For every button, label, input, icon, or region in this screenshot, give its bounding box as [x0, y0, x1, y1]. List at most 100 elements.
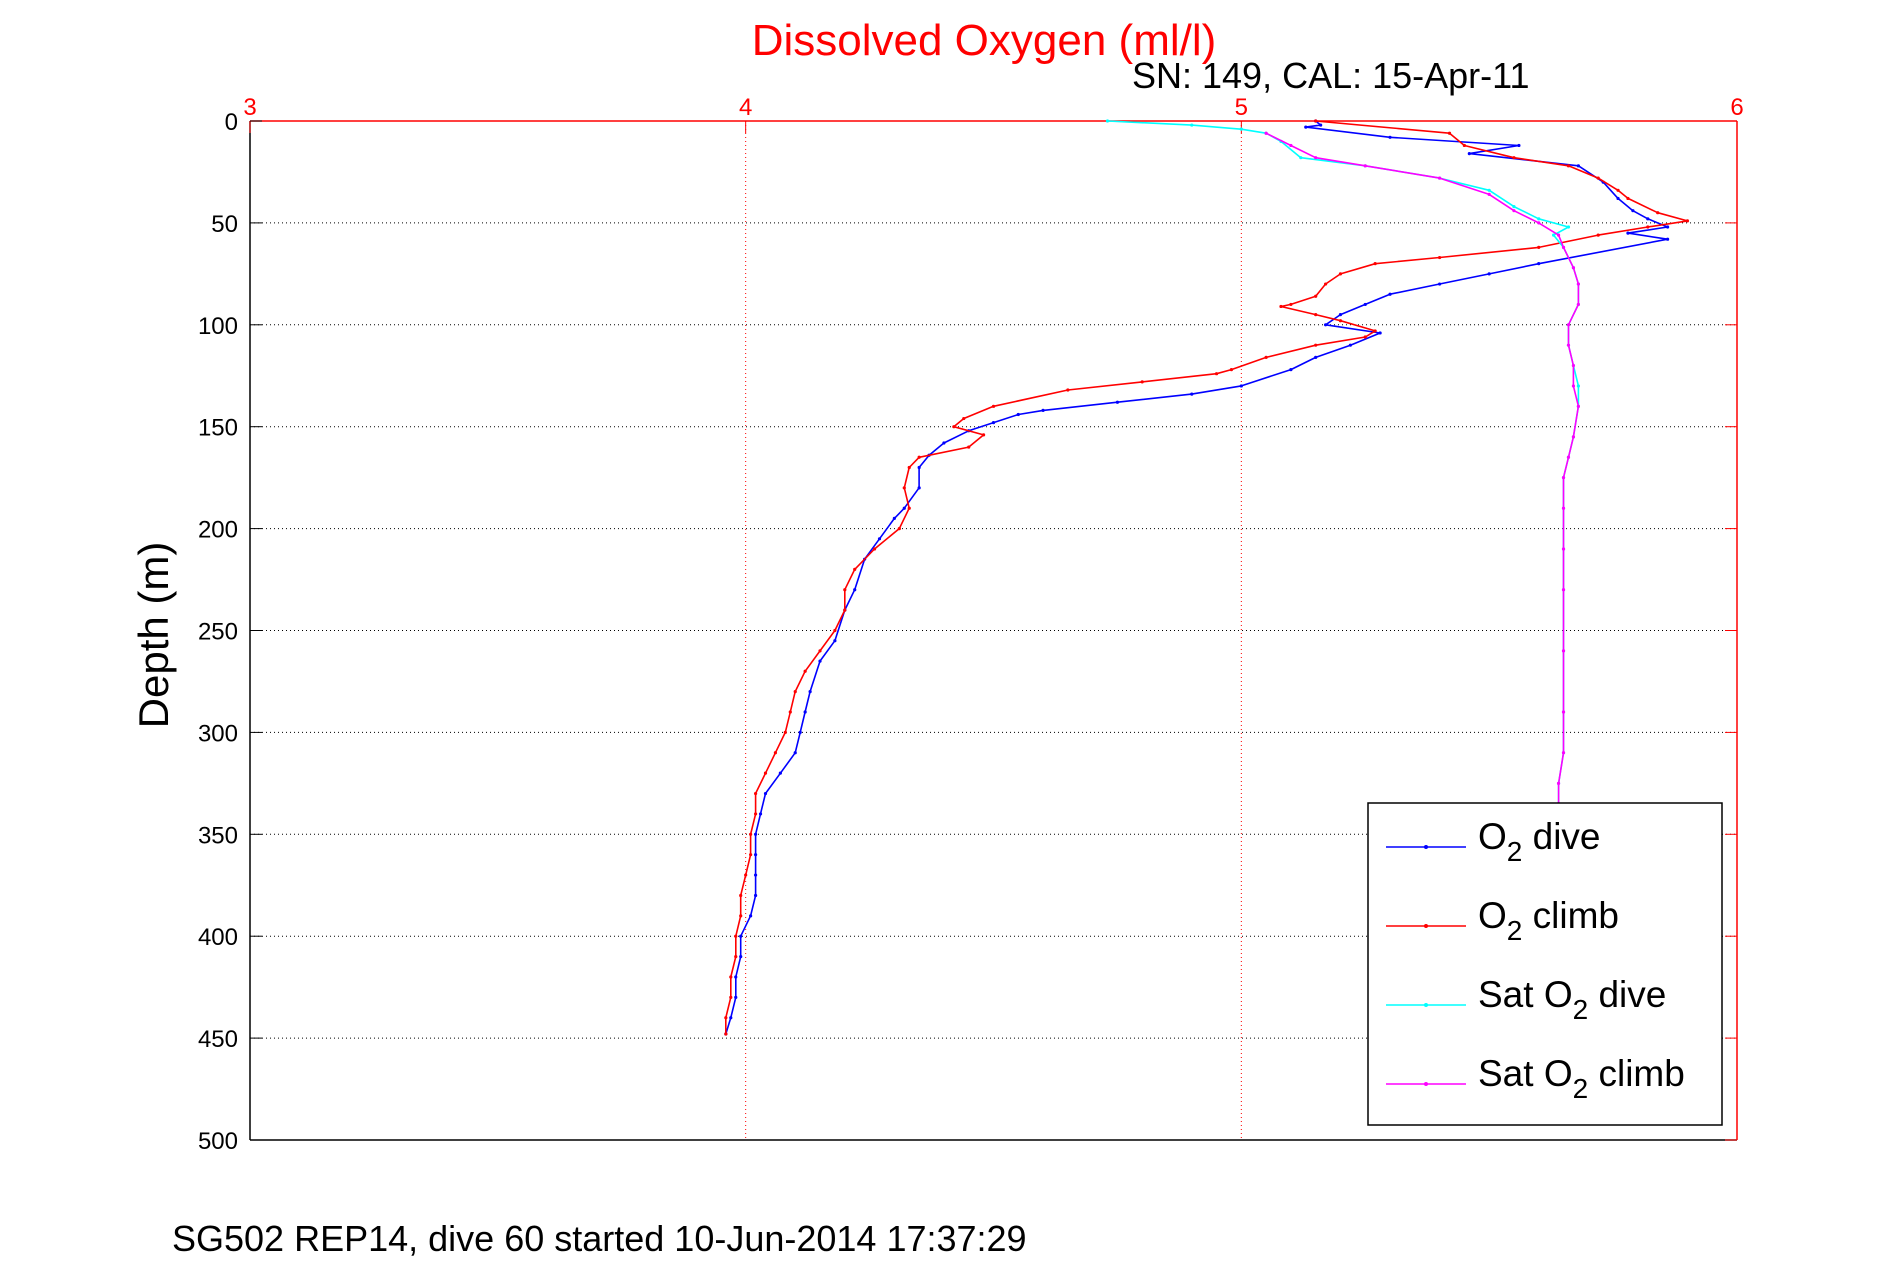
series-2-point [1140, 380, 1144, 384]
series-4-point [1512, 209, 1516, 213]
series-4-point [1571, 266, 1576, 270]
series-2-point [724, 1016, 728, 1020]
series-2-point [1646, 225, 1650, 229]
series-1-point [1438, 282, 1442, 286]
series-2-point [763, 771, 768, 775]
series-2-point [1264, 355, 1268, 360]
series-2-point [729, 975, 733, 979]
series-2-point [907, 465, 911, 470]
series-2-point [843, 608, 847, 612]
series-4-point [1576, 282, 1580, 286]
series-1-point [739, 954, 743, 959]
series-2-point [1626, 196, 1630, 201]
series-2-point [853, 567, 857, 571]
series-1-point [798, 730, 802, 735]
legend-label-part: O [1478, 895, 1507, 936]
series-1-point [833, 639, 837, 643]
series-1-point [763, 791, 768, 796]
series-2-point [783, 730, 787, 735]
legend-label-part: O [1544, 1053, 1573, 1094]
series-2-point [1656, 211, 1660, 215]
series-3-point [1576, 384, 1580, 388]
series-2-point [753, 791, 758, 796]
series-1-point [753, 873, 758, 877]
series-4-point [1571, 384, 1576, 388]
series-4-point [1561, 506, 1566, 510]
series-2-point [1363, 335, 1367, 339]
series-2-point [897, 527, 901, 531]
y-tick-label: 250 [198, 619, 238, 646]
y-tick-label: 50 [211, 211, 238, 238]
y-tick-label: 300 [198, 720, 238, 747]
series-2-point [967, 445, 971, 449]
series-2-point [729, 995, 733, 999]
series-2-point [1323, 282, 1328, 286]
series-1-point [1666, 237, 1670, 241]
legend-label: Sat O2 dive [1478, 974, 1666, 1025]
series-1-point [793, 751, 797, 755]
series-1-point [753, 893, 758, 898]
series-1-point [734, 995, 738, 999]
legend-swatch-marker [1424, 1003, 1428, 1007]
legend-swatch-marker [1424, 845, 1428, 849]
series-2-point [962, 416, 966, 421]
series-1-point [1626, 231, 1630, 235]
legend-label-part: O [1478, 816, 1507, 857]
series-1-point [917, 486, 921, 490]
y-tick-label: 500 [198, 1128, 238, 1155]
series-2-point [917, 455, 921, 459]
series-1-point [1289, 368, 1293, 372]
legend-label: O2 climb [1478, 895, 1619, 946]
legend-label-part: 2 [1507, 836, 1523, 867]
series-1-point [1323, 323, 1328, 327]
series-4-point [1561, 751, 1566, 755]
series-2-point [872, 547, 877, 551]
series-4-point [1576, 404, 1580, 408]
legend-label-part: O [1544, 974, 1573, 1015]
series-1-point [1304, 125, 1308, 129]
legend-label-part: 2 [1573, 1073, 1589, 1104]
series-4-point [1566, 455, 1571, 459]
series-2-point [1537, 245, 1541, 249]
series-2-point [1338, 272, 1343, 276]
series-1-point [1348, 343, 1352, 347]
series-1-point [734, 975, 738, 979]
footer-caption: SG502 REP14, dive 60 started 10-Jun-2014… [172, 1218, 1027, 1259]
legend-swatch-marker [1424, 924, 1428, 928]
series-4-point [1487, 192, 1491, 196]
series-2-point [1314, 343, 1318, 347]
series-3-point [1566, 225, 1571, 229]
series-1-point [1616, 196, 1620, 201]
series-2-point [1229, 368, 1234, 372]
series-1-point [1388, 135, 1392, 139]
series-2-point [739, 893, 743, 898]
series-1-point [729, 1016, 733, 1020]
series-1-point [1467, 152, 1471, 156]
series-1-point [917, 465, 921, 470]
series-2-point [1373, 262, 1377, 266]
series-1-point [877, 537, 882, 541]
series-1-point [1666, 225, 1670, 229]
x-tick-label: 5 [1235, 94, 1248, 121]
legend-label-part: 2 [1507, 915, 1523, 946]
series-line-1 [725, 120, 1669, 1035]
series-1-point [1363, 302, 1367, 307]
series-4-point [1438, 176, 1442, 180]
series-2-point [753, 812, 758, 816]
series-2-point [1066, 388, 1070, 392]
series-1-point [778, 771, 782, 775]
x-tick-label: 6 [1730, 94, 1743, 121]
legend-label-part: climb [1522, 895, 1619, 936]
series-4-point [1264, 131, 1268, 135]
series-1-point [1487, 272, 1491, 276]
series-2-point [739, 914, 743, 918]
series-1-point [1338, 313, 1343, 317]
series-2-point [1279, 304, 1283, 309]
series-1-point [753, 853, 758, 857]
series-4-point [1363, 164, 1367, 168]
y-tick-label: 100 [198, 313, 238, 340]
series-2-point [902, 486, 906, 490]
series-4-point [1314, 156, 1318, 160]
series-2-point [952, 425, 956, 429]
